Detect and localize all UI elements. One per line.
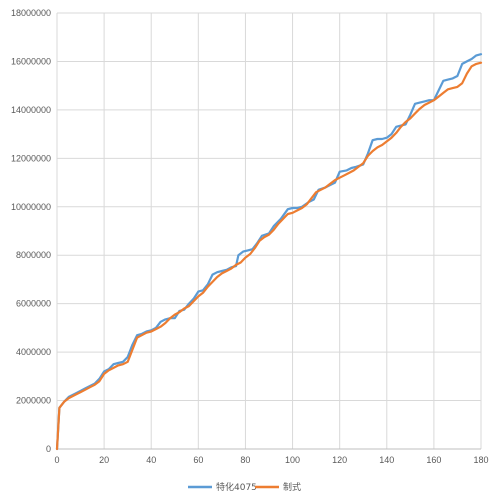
x-tick-label: 20: [99, 455, 109, 465]
series-line-2: [55, 61, 483, 451]
y-tick-label: 16000000: [11, 56, 51, 66]
x-tick-label: 100: [285, 455, 300, 465]
y-tick-label: 14000000: [11, 105, 51, 115]
y-tick-label: 18000000: [11, 8, 51, 18]
legend: 特化4075 制式: [188, 481, 301, 493]
x-tick-label: 160: [426, 455, 441, 465]
x-tick-label: 80: [240, 455, 250, 465]
axes: 0 2000000 4000000 6000000 8000000 10000000 120…: [11, 8, 489, 465]
y-tick-label: 6000000: [16, 299, 51, 309]
grid-lines: [56, 12, 482, 450]
y-tick-label: 12000000: [11, 153, 51, 163]
x-tick-label: 120: [332, 455, 347, 465]
y-tick-label: 4000000: [16, 347, 51, 357]
y-tick-label: 2000000: [16, 396, 51, 406]
x-tick-label: 0: [54, 455, 59, 465]
y-tick-label: 10000000: [11, 202, 51, 212]
y-tick-label: 0: [46, 444, 51, 454]
x-tick-label: 40: [146, 455, 156, 465]
y-tick-label: 8000000: [16, 250, 51, 260]
legend-label-2: 制式: [283, 481, 301, 493]
legend-label-1: 特化4075: [216, 481, 257, 493]
x-tick-label: 180: [473, 455, 488, 465]
series-lines: [55, 53, 483, 451]
x-tick-label: 60: [193, 455, 203, 465]
x-tick-label: 140: [379, 455, 394, 465]
